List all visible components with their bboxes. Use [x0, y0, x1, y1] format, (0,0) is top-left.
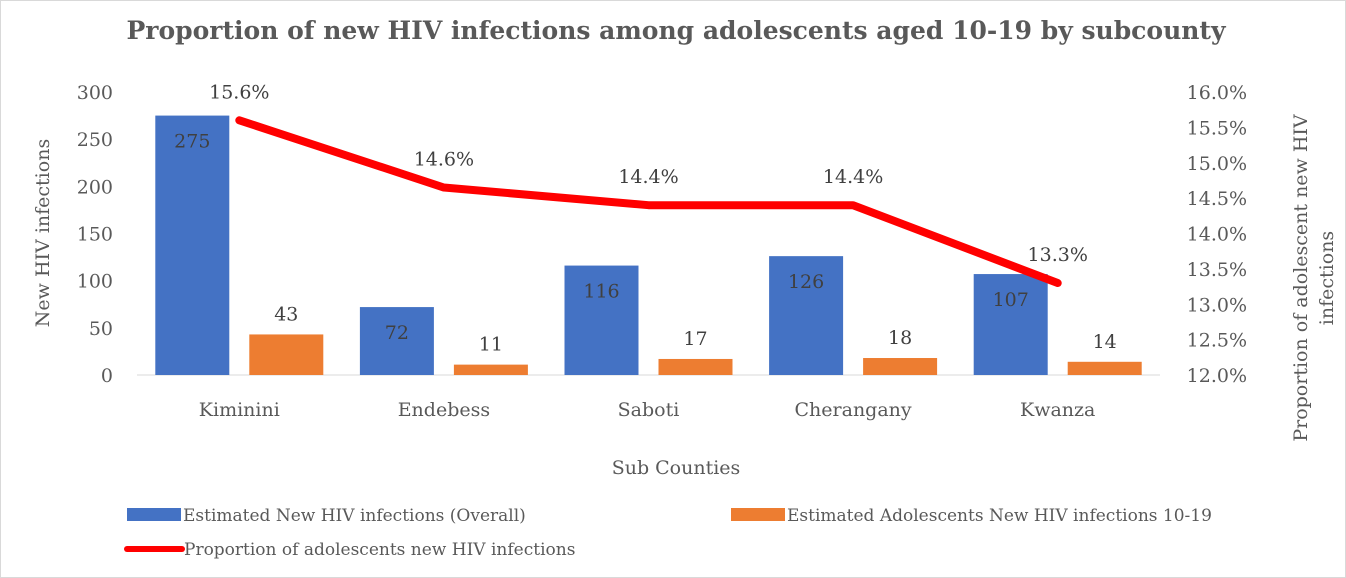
y-tick-label: 150: [77, 224, 113, 246]
y-tick-label: 200: [77, 176, 113, 198]
y2-tick-label: 14.0%: [1187, 224, 1247, 246]
bar-data-label: 14: [1093, 331, 1117, 353]
bar: [658, 358, 733, 375]
bar: [155, 115, 230, 375]
legend: Estimated New HIV infections (Overall) Es…: [124, 506, 1212, 560]
bar-data-label: 18: [888, 327, 912, 349]
bar-data-label: 275: [174, 131, 210, 153]
legend-swatch-adolescents: [731, 508, 785, 521]
legend-label: Proportion of adolescents new HIV infect…: [184, 540, 575, 560]
bar-data-label: 17: [683, 328, 707, 350]
x-tick-label: Saboti: [618, 399, 680, 421]
line-data-label: 14.4%: [823, 166, 883, 188]
x-tick-label: Cherangany: [795, 399, 912, 421]
y2-tick-label: 12.0%: [1187, 365, 1247, 387]
chart-title: Proportion of new HIV infections among a…: [127, 16, 1227, 45]
y2-tick-label: 15.0%: [1187, 153, 1247, 175]
y-tick-label: 300: [77, 82, 113, 104]
plot-area: 0 50 100 150 200 250 300 12.0% 12.5% 13.0% 13.5% 14…: [77, 81, 1247, 421]
y-tick-label: 0: [101, 365, 113, 387]
y2-tick-label: 13.0%: [1187, 294, 1247, 316]
bar: [769, 256, 844, 375]
bar-data-label: 126: [788, 271, 824, 293]
legend-swatch-overall: [127, 508, 181, 521]
bar: [564, 265, 639, 375]
x-tick-label: Kwanza: [1020, 399, 1095, 421]
y-tick-label: 50: [89, 318, 113, 340]
y2-tick-label: 14.5%: [1187, 188, 1247, 210]
line-data-label: 15.6%: [209, 81, 269, 103]
x-axis-title: Sub Counties: [612, 457, 741, 479]
bar-data-label: 43: [274, 303, 298, 325]
bar: [863, 358, 938, 375]
bar-data-label: 116: [583, 281, 619, 303]
y2-tick-label: 16.0%: [1187, 82, 1247, 104]
y2-tick-label: 13.5%: [1187, 259, 1247, 281]
proportion-line: [235, 116, 1062, 288]
y2-tick-label: 15.5%: [1187, 117, 1247, 139]
y2-axis-title-text: Proportion of adolescent new HIV infectio…: [1290, 114, 1338, 442]
bar: [973, 274, 1048, 375]
x-tick-label: Kiminini: [199, 399, 280, 421]
y-tick-label: 100: [77, 271, 113, 293]
line-data-label: 13.3%: [1028, 244, 1088, 266]
line-data-label: 14.6%: [414, 149, 474, 171]
bar-data-label: 107: [993, 289, 1029, 311]
y-axis-title: New HIV infections: [32, 139, 54, 327]
y2-axis-title-line: infections: [1316, 231, 1338, 325]
legend-label: Estimated New HIV infections (Overall): [183, 506, 526, 526]
y2-tick-label: 12.5%: [1187, 330, 1247, 352]
legend-label: Estimated Adolescents New HIV infections…: [787, 506, 1212, 526]
x-tick-label: Endebess: [398, 399, 490, 421]
bar-data-label: 72: [385, 322, 409, 344]
bar: [249, 334, 324, 375]
line-data-label: 14.4%: [618, 166, 678, 188]
y2-axis-title-line: Proportion of adolescent new HIV: [1290, 114, 1312, 442]
y-tick-label: 250: [77, 129, 113, 151]
bar: [453, 364, 528, 375]
y2-axis-title: Proportion of adolescent new HIV infectio…: [1290, 114, 1338, 442]
bar: [359, 307, 434, 375]
bar: [1067, 361, 1142, 375]
bar-data-label: 11: [479, 334, 503, 356]
